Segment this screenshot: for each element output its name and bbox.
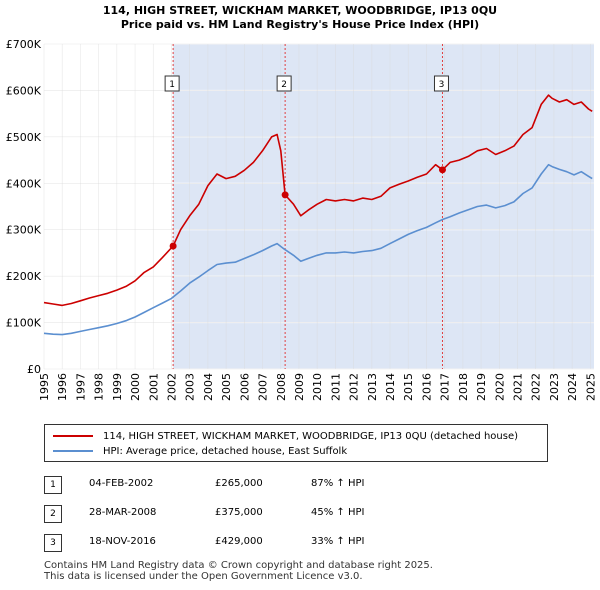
shaded-period [173, 44, 286, 369]
x-tick-label: 2001 [147, 373, 160, 401]
x-tick-label: 2019 [475, 373, 488, 401]
price-chart: 114, HIGH STREET, WICKHAM MARKET, WOODBR… [6, 4, 598, 401]
y-tick-label: £500K [6, 131, 42, 144]
x-tick-label: 2024 [566, 373, 579, 401]
sale-hpi-change: 87% ↑ HPI [311, 478, 365, 489]
chart-title-line2: Price paid vs. HM Land Registry's House … [121, 18, 479, 31]
legend-label-hpi: HPI: Average price, detached house, East… [103, 445, 348, 457]
y-tick-label: £100K [6, 317, 42, 330]
legend-swatch-blue [53, 450, 93, 452]
y-tick-label: £400K [6, 177, 42, 190]
x-tick-label: 2018 [457, 373, 470, 401]
x-tick-label: 2000 [129, 373, 142, 401]
shaded-period [285, 44, 443, 369]
sale-row: 2 28-MAR-2008 £375,000 45% ↑ HPI [44, 501, 564, 530]
x-tick-label: 2013 [366, 373, 379, 401]
sale-date: 18-NOV-2016 [89, 536, 156, 547]
sales-table: 1 04-FEB-2002 £265,000 87% ↑ HPI 2 28-MA… [44, 472, 564, 559]
x-tick-label: 2005 [220, 373, 233, 401]
sale-number-badge: 3 [44, 534, 62, 552]
x-tick-label: 1999 [111, 373, 124, 401]
x-tick-label: 2014 [384, 373, 397, 401]
x-tick-label: 2020 [493, 373, 506, 401]
sale-date: 04-FEB-2002 [89, 478, 154, 489]
y-tick-label: £300K [6, 224, 42, 237]
x-tick-label: 2007 [257, 373, 270, 401]
sale-marker-label: 2 [281, 80, 287, 90]
x-tick-label: 2021 [512, 373, 525, 401]
x-tick-label: 2003 [184, 373, 197, 401]
property-price-line [43, 94, 593, 307]
legend-item-property: 114, HIGH STREET, WICKHAM MARKET, WOODBR… [53, 429, 518, 443]
sale-number-badge: 1 [44, 476, 62, 494]
x-tick-label: 2012 [348, 373, 361, 401]
sale-number-badge: 2 [44, 505, 62, 523]
y-tick-label: £0 [27, 363, 41, 376]
sale-point [438, 166, 446, 174]
x-tick-label: 1998 [93, 373, 106, 401]
legend-item-hpi: HPI: Average price, detached house, East… [53, 444, 347, 458]
sale-row: 1 04-FEB-2002 £265,000 87% ↑ HPI [44, 472, 564, 501]
sale-marker-box [276, 75, 292, 92]
chart-title-line1: 114, HIGH STREET, WICKHAM MARKET, WOODBR… [103, 4, 497, 17]
footer-attribution: Contains HM Land Registry data © Crown c… [44, 560, 433, 582]
legend-swatch-red [53, 435, 93, 437]
x-tick-label: 2010 [311, 373, 324, 401]
sale-point [169, 242, 177, 250]
x-tick-label: 2017 [439, 373, 452, 401]
legend-label-property: 114, HIGH STREET, WICKHAM MARKET, WOODBR… [103, 430, 519, 442]
x-tick-label: 2008 [275, 373, 288, 401]
y-tick-label: £200K [6, 270, 42, 283]
sale-marker-box [164, 75, 180, 92]
sale-point [281, 191, 289, 199]
x-tick-label: 2011 [329, 373, 342, 401]
sale-marker-label: 3 [439, 80, 445, 90]
x-tick-label: 1995 [38, 373, 51, 401]
x-tick-label: 1997 [74, 373, 87, 401]
sale-hpi-change: 33% ↑ HPI [311, 536, 365, 547]
shaded-period [442, 44, 594, 369]
sale-hpi-change: 45% ↑ HPI [311, 507, 365, 518]
x-tick-label: 2016 [420, 373, 433, 401]
x-tick-label: 2006 [238, 373, 251, 401]
x-tick-label: 2002 [165, 373, 178, 401]
sale-marker-box [433, 75, 449, 92]
sale-row: 3 18-NOV-2016 £429,000 33% ↑ HPI [44, 530, 564, 559]
x-tick-label: 1996 [56, 373, 69, 401]
footer-line2: This data is licensed under the Open Gov… [44, 571, 363, 582]
sale-date: 28-MAR-2008 [89, 507, 157, 518]
chart-legend: 114, HIGH STREET, WICKHAM MARKET, WOODBR… [44, 424, 548, 462]
sale-price: £429,000 [215, 536, 263, 547]
footer-line1: Contains HM Land Registry data © Crown c… [44, 560, 433, 571]
x-tick-label: 2015 [402, 373, 415, 401]
hpi-line [43, 163, 593, 336]
sale-marker-label: 1 [169, 80, 175, 90]
x-tick-label: 2022 [530, 373, 543, 401]
x-tick-label: 2025 [584, 373, 597, 401]
sale-price: £265,000 [215, 478, 263, 489]
x-tick-label: 2004 [202, 373, 215, 401]
x-tick-label: 2009 [293, 373, 306, 401]
y-tick-label: £700K [6, 38, 42, 51]
x-tick-label: 2023 [548, 373, 561, 401]
sale-price: £375,000 [215, 507, 263, 518]
y-tick-label: £600K [6, 84, 42, 97]
